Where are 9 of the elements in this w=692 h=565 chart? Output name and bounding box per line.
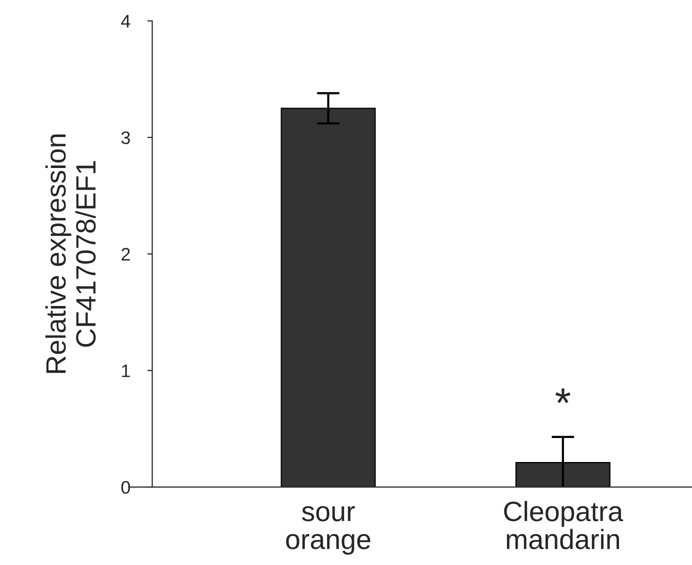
x-tick-label: Cleopatra mandarin: [504, 500, 624, 550]
x-tick-label: sour orange: [286, 506, 370, 555]
y-tick-label: 1: [122, 364, 130, 378]
y-tick-label: 2: [122, 248, 130, 261]
y-tick-label: 4: [121, 15, 130, 28]
y-tick-label: 0: [121, 480, 130, 494]
annotation: *: [555, 388, 570, 404]
y-tick-label: 3: [121, 131, 130, 144]
y-axis-title: Relative expression CF417078/EF1: [45, 134, 96, 373]
